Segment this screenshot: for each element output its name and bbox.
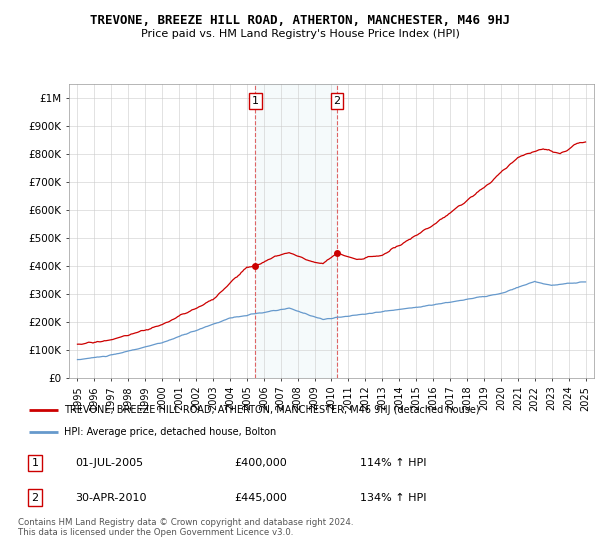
Text: Contains HM Land Registry data © Crown copyright and database right 2024.
This d: Contains HM Land Registry data © Crown c…: [18, 518, 353, 538]
Text: Price paid vs. HM Land Registry's House Price Index (HPI): Price paid vs. HM Land Registry's House …: [140, 29, 460, 39]
Text: 134% ↑ HPI: 134% ↑ HPI: [360, 493, 427, 502]
Text: HPI: Average price, detached house, Bolton: HPI: Average price, detached house, Bolt…: [64, 427, 276, 437]
Text: 30-APR-2010: 30-APR-2010: [75, 493, 146, 502]
Text: TREVONE, BREEZE HILL ROAD, ATHERTON, MANCHESTER, M46 9HJ (detached house): TREVONE, BREEZE HILL ROAD, ATHERTON, MAN…: [64, 405, 479, 416]
Bar: [255, 84, 337, 378]
Text: £400,000: £400,000: [235, 458, 287, 468]
Text: 1: 1: [252, 96, 259, 106]
Text: 2: 2: [32, 493, 38, 502]
Text: 114% ↑ HPI: 114% ↑ HPI: [360, 458, 427, 468]
Text: 1: 1: [32, 458, 38, 468]
Text: 01-JUL-2005: 01-JUL-2005: [75, 458, 143, 468]
Text: 2: 2: [334, 96, 341, 106]
Text: TREVONE, BREEZE HILL ROAD, ATHERTON, MANCHESTER, M46 9HJ: TREVONE, BREEZE HILL ROAD, ATHERTON, MAN…: [90, 14, 510, 27]
Text: £445,000: £445,000: [235, 493, 287, 502]
